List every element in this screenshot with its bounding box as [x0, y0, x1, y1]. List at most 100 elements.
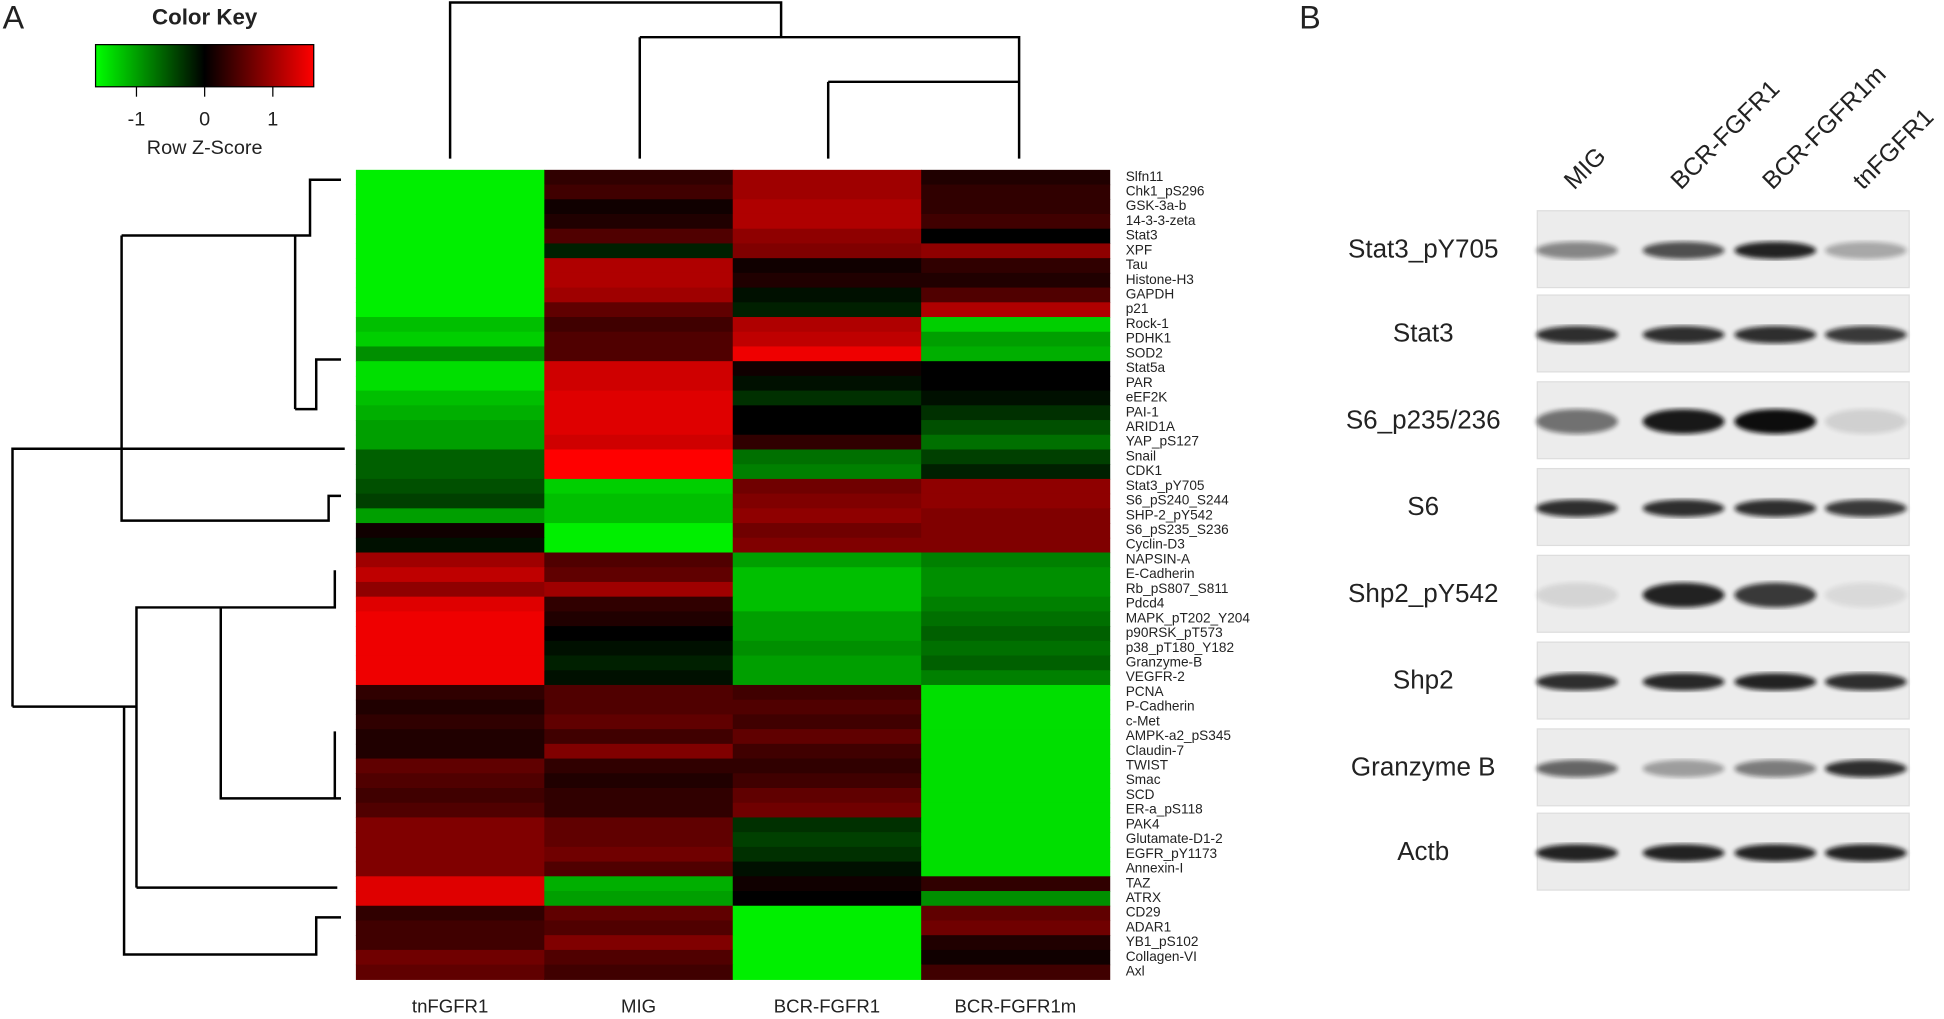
heatmap-cell	[732, 272, 922, 289]
heatmap-cell	[544, 375, 734, 392]
heatmap-cell	[732, 184, 922, 200]
heatmap-cell	[921, 891, 1111, 907]
heatmap-cell	[355, 508, 545, 524]
heatmap-cell	[732, 596, 922, 612]
heatmap-cell	[544, 361, 734, 377]
heatmap-cell	[355, 420, 545, 436]
heatmap-cell	[921, 626, 1111, 642]
heatmap-cell	[355, 478, 545, 495]
heatmap-cell	[921, 243, 1111, 259]
heatmap-cell	[732, 670, 922, 686]
row-label: AMPK-a2_pS345	[1126, 728, 1231, 743]
heatmap-cell	[544, 449, 734, 465]
heatmap-cell	[732, 802, 922, 819]
heatmap-cell	[921, 964, 1111, 980]
heatmap-cell	[732, 434, 922, 451]
heatmap-cell	[355, 243, 545, 259]
heatmap-cell	[355, 523, 545, 539]
heatmap-cell	[732, 861, 922, 877]
blot-band	[1824, 499, 1907, 517]
heatmap-cell	[732, 243, 922, 259]
heatmap-cell	[732, 228, 922, 245]
heatmap-cell	[921, 302, 1111, 318]
heatmap-cell	[544, 773, 734, 789]
blot-row-label: S6_p235/236	[1346, 404, 1501, 434]
heatmap-cell	[732, 317, 922, 333]
blot-band	[1642, 499, 1725, 517]
heatmap-cell	[921, 420, 1111, 436]
heatmap-cell	[355, 346, 545, 362]
heatmap-cell	[732, 611, 922, 627]
heatmap-cell	[355, 331, 545, 348]
blot-band	[1824, 326, 1907, 344]
heatmap-cell	[544, 287, 734, 303]
heatmap-cell	[355, 405, 545, 421]
row-label: S6_pS235_S236	[1126, 522, 1229, 537]
heatmap-cell	[921, 552, 1111, 568]
heatmap-cell	[544, 258, 734, 274]
heatmap-cell	[732, 964, 922, 980]
heatmap-cell	[921, 699, 1111, 716]
row-label: PAR	[1126, 375, 1153, 390]
heatmap-cell	[732, 523, 922, 539]
blot-panel: MIG BCR-FGFR1BCR-FGFR1mtnFGFR1Stat3_pY705…	[1346, 61, 1939, 891]
heatmap-cell	[355, 596, 545, 612]
heatmap-cell	[732, 552, 922, 568]
row-dendrogram	[120, 178, 342, 956]
heatmap-cell	[355, 434, 545, 451]
heatmap-cell	[544, 861, 734, 877]
heatmap-cell	[732, 935, 922, 951]
color-key	[94, 44, 315, 88]
heatmap-cell	[921, 434, 1111, 451]
heatmap-cell	[732, 949, 922, 966]
heatmap-cell	[732, 832, 922, 848]
row-label: Snail	[1126, 448, 1156, 463]
heatmap-cell	[355, 743, 545, 760]
key-title: Color Key	[152, 4, 258, 29]
heatmap-cell	[355, 611, 545, 627]
heatmap-cell	[355, 199, 545, 215]
heatmap-cell	[921, 493, 1111, 509]
heatmap-cell	[921, 213, 1111, 230]
heatmap-cell	[544, 199, 734, 215]
blot-band	[1536, 844, 1618, 862]
heatmap-cell	[544, 832, 734, 848]
heatmap-cell	[355, 581, 545, 598]
heatmap-cell	[355, 861, 545, 877]
row-label: SHP-2_pY542	[1126, 507, 1213, 522]
heatmap-cell	[355, 684, 545, 701]
heatmap-cell	[732, 567, 922, 583]
row-label: YAP_pS127	[1126, 434, 1199, 449]
row-label: P-Cadherin	[1126, 699, 1195, 714]
row-label: p90RSK_pT573	[1126, 625, 1223, 640]
column-dendrogram	[448, 1, 1021, 159]
heatmap-cell	[921, 258, 1111, 274]
heatmap-cell	[355, 390, 545, 406]
heatmap-cell	[732, 905, 922, 922]
heatmap-cell	[355, 832, 545, 848]
heatmap-cell	[544, 317, 734, 333]
heatmap-cell	[355, 964, 545, 980]
heatmap-cell	[544, 537, 734, 554]
blot-column-label: tnFGFR1	[1848, 104, 1939, 195]
heatmap-cell	[544, 743, 734, 760]
heatmap-cell	[921, 949, 1111, 966]
row-label: ADAR1	[1126, 919, 1171, 934]
heatmap-cell	[544, 169, 734, 186]
row-label: ARID1A	[1126, 419, 1176, 434]
heatmap-cell	[544, 802, 734, 819]
row-label: Slfn11	[1126, 169, 1164, 184]
heatmap-cell	[921, 920, 1111, 936]
heatmap-cell	[732, 876, 922, 892]
row-label: p21	[1126, 301, 1149, 316]
blot-band	[1734, 241, 1817, 260]
blot-band	[1642, 759, 1725, 778]
heatmap-cell	[921, 287, 1111, 303]
blot-band	[1536, 673, 1618, 691]
blot-band	[1734, 673, 1817, 691]
row-label: Histone-H3	[1126, 272, 1194, 287]
blot-band	[1642, 582, 1725, 608]
blot-row-label: Shp2	[1393, 665, 1454, 695]
blot-band	[1642, 409, 1725, 434]
heatmap-cell	[355, 464, 545, 480]
